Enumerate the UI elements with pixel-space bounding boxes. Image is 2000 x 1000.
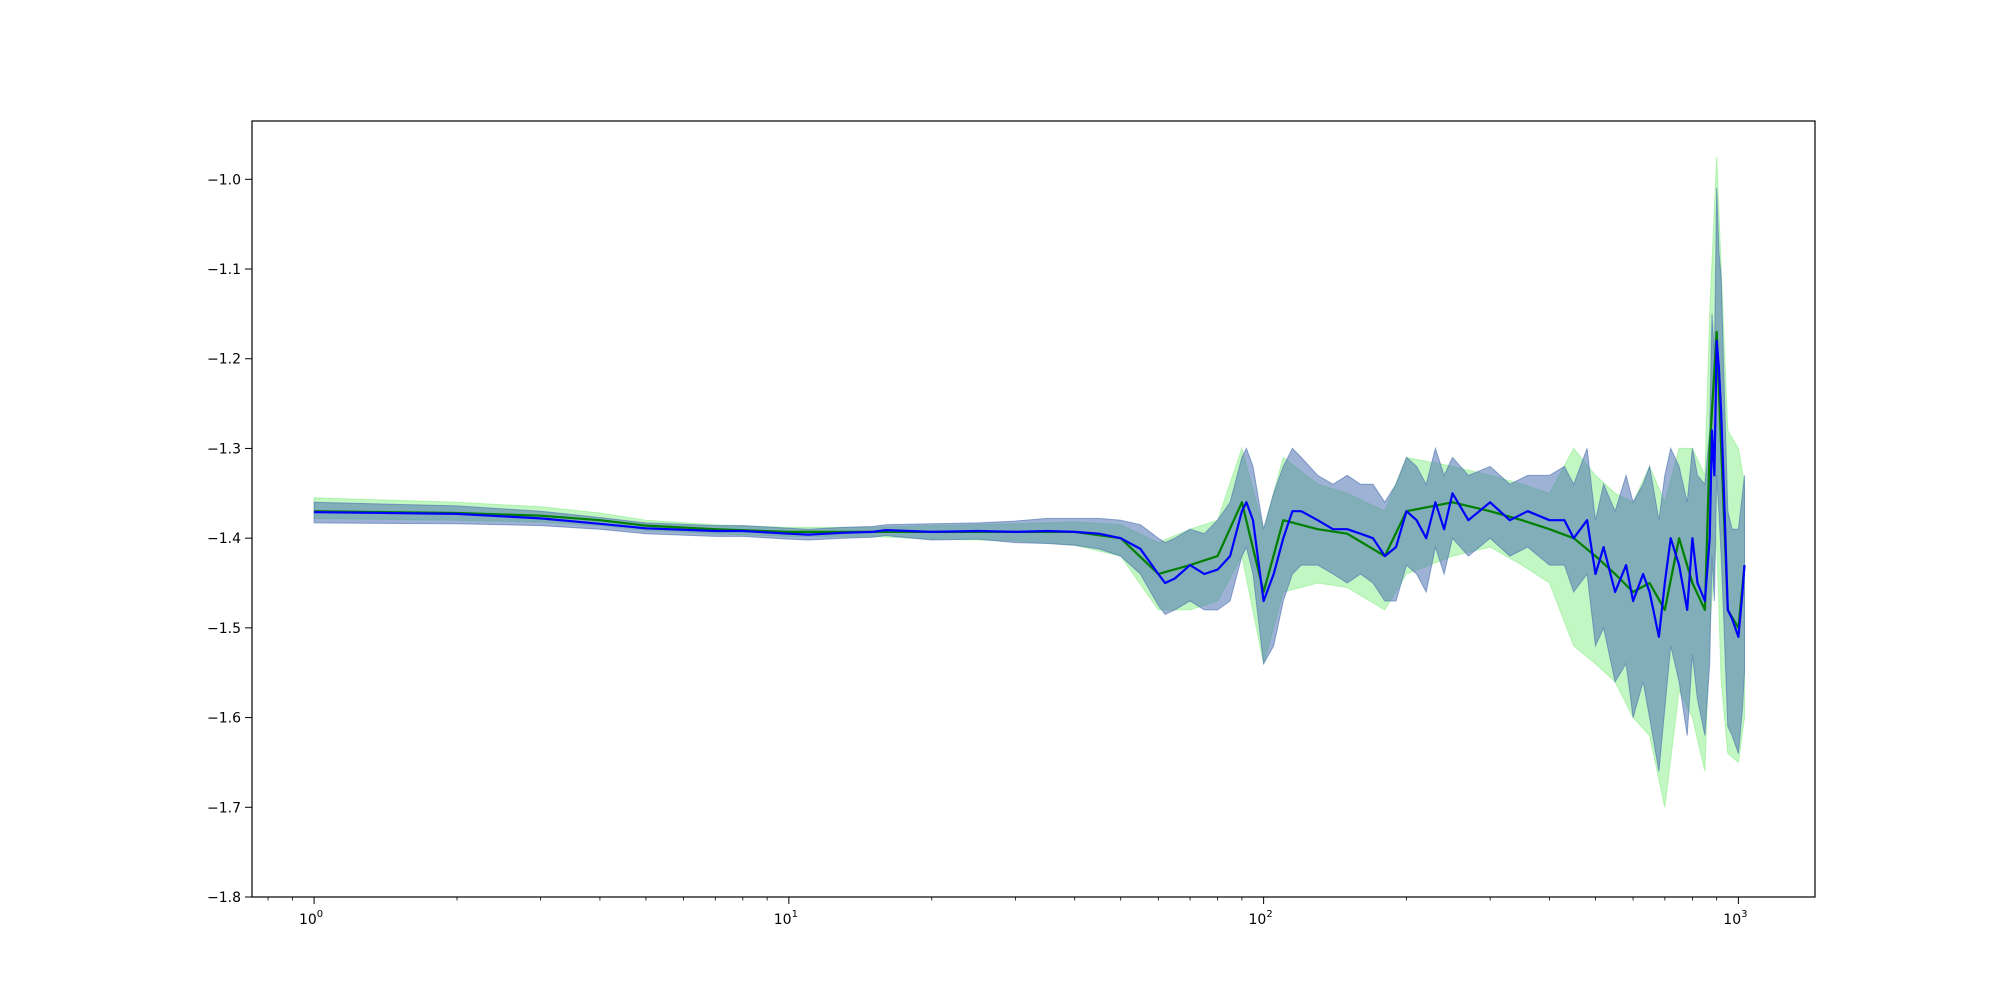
y-tick-label: −1.0	[207, 172, 241, 188]
y-tick-label: −1.6	[207, 711, 241, 727]
y-tick-label: −1.2	[207, 352, 241, 368]
y-tick-label: −1.1	[207, 262, 241, 278]
y-tick-label: −1.7	[207, 800, 241, 816]
series-lines	[314, 330, 1746, 638]
y-tick-label: −1.5	[207, 621, 241, 637]
line-series-1	[314, 339, 1746, 638]
x-minor-ticks	[267, 897, 1718, 901]
confidence-bands	[313, 156, 1745, 808]
plot-frame	[251, 120, 1816, 898]
y-tick-label: −1.3	[207, 441, 241, 457]
y-tick-label: −1.4	[207, 531, 241, 547]
band-series-1	[313, 188, 1745, 772]
y-tick-label: −1.8	[207, 890, 241, 906]
y-axis-ticks: −1.0 −1.1 −1.2 −1.3 −1.4 −1.5 −1.6 −1.7 −1.8	[207, 172, 252, 906]
